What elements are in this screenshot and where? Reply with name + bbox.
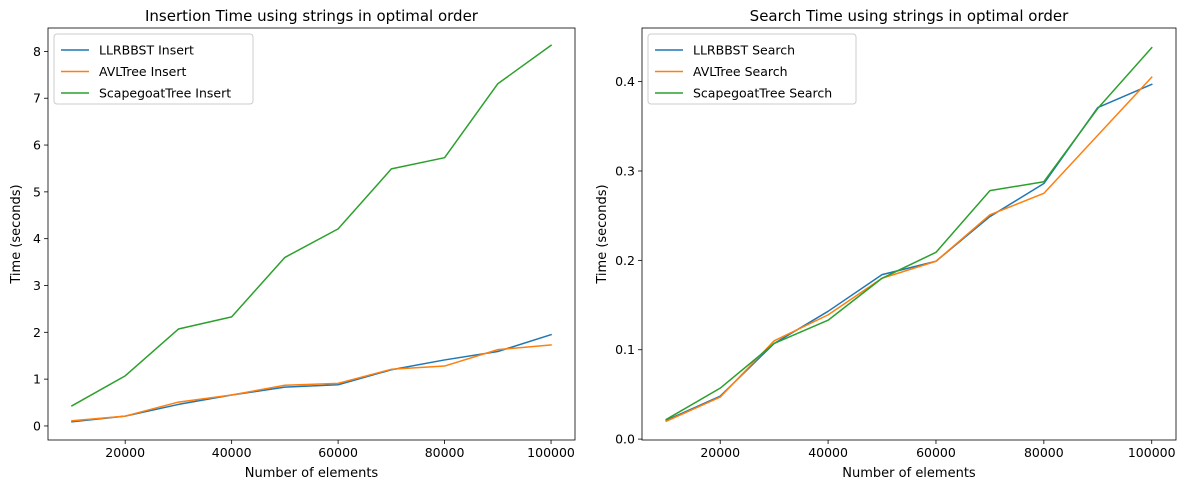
legend-entry: LLRBBST Insert [99,43,194,58]
legend: LLRBBST Search AVLTree Search ScapegoatTre… [647,33,857,105]
x-tick-label: 40000 [808,445,848,460]
x-axis-label: Number of elements [842,466,976,481]
chart-2: 20000 40000 60000 80000 100000 0.0 0.1 0.2 0.3 0.… [595,7,1177,481]
chart-title: Insertion Time using strings in optimal … [145,7,479,25]
legend-entry: ScapegoatTree Search [693,86,832,101]
x-tick-label: 100000 [527,445,575,460]
x-tick-label: 80000 [1024,445,1064,460]
x-tick-label: 20000 [700,445,740,460]
series-line-2 [71,344,552,422]
x-axis-label: Number of elements [245,466,379,481]
y-tick-label: 8 [33,44,41,59]
chart-1: 20000 40000 60000 80000 100000 0 1 2 3 4 5 6 7 8 Inser… [9,7,576,481]
legend-entry: LLRBBST Search [693,43,795,58]
plot-frame [47,27,576,441]
legend-entry: ScapegoatTree Insert [99,86,231,101]
y-tick-label: 0.3 [615,163,635,178]
y-tick-label: 0.0 [615,432,635,447]
y-tick-label: 7 [33,91,41,106]
legend: LLRBBST Insert AVLTree Insert ScapegoatTre… [53,33,254,105]
legend-box [647,33,857,105]
legend-entry: AVLTree Insert [99,64,187,79]
series-line-3 [665,46,1153,421]
plot-frame [641,27,1177,441]
y-tick-label: 1 [33,372,41,387]
y-tick-label: 5 [33,184,41,199]
y-tick-label: 2 [33,325,41,340]
x-tick-label: 80000 [425,445,465,460]
series-line-1 [71,333,552,423]
x-tick-label: 60000 [916,445,956,460]
y-tick-label: 0.4 [615,74,635,89]
series-line-2 [665,76,1153,423]
x-tick-label: 100000 [1128,445,1176,460]
x-tick-label: 20000 [105,445,145,460]
y-tick-label: 0.1 [615,342,635,357]
y-axis-label: Time (seconds) [9,184,24,284]
x-tick-label: 40000 [212,445,252,460]
y-axis-label: Time (seconds) [595,184,610,284]
legend-box [53,33,254,105]
chart-title: Search Time using strings in optimal ord… [750,7,1069,25]
legend-entry: AVLTree Search [693,64,788,79]
y-tick-label: 0.2 [615,253,635,268]
y-tick-label: 6 [33,138,41,153]
x-tick-label: 60000 [318,445,358,460]
y-tick-label: 4 [33,231,41,246]
y-tick-label: 3 [33,278,41,293]
series-line-3 [70,44,553,407]
y-tick-label: 0 [33,418,41,433]
